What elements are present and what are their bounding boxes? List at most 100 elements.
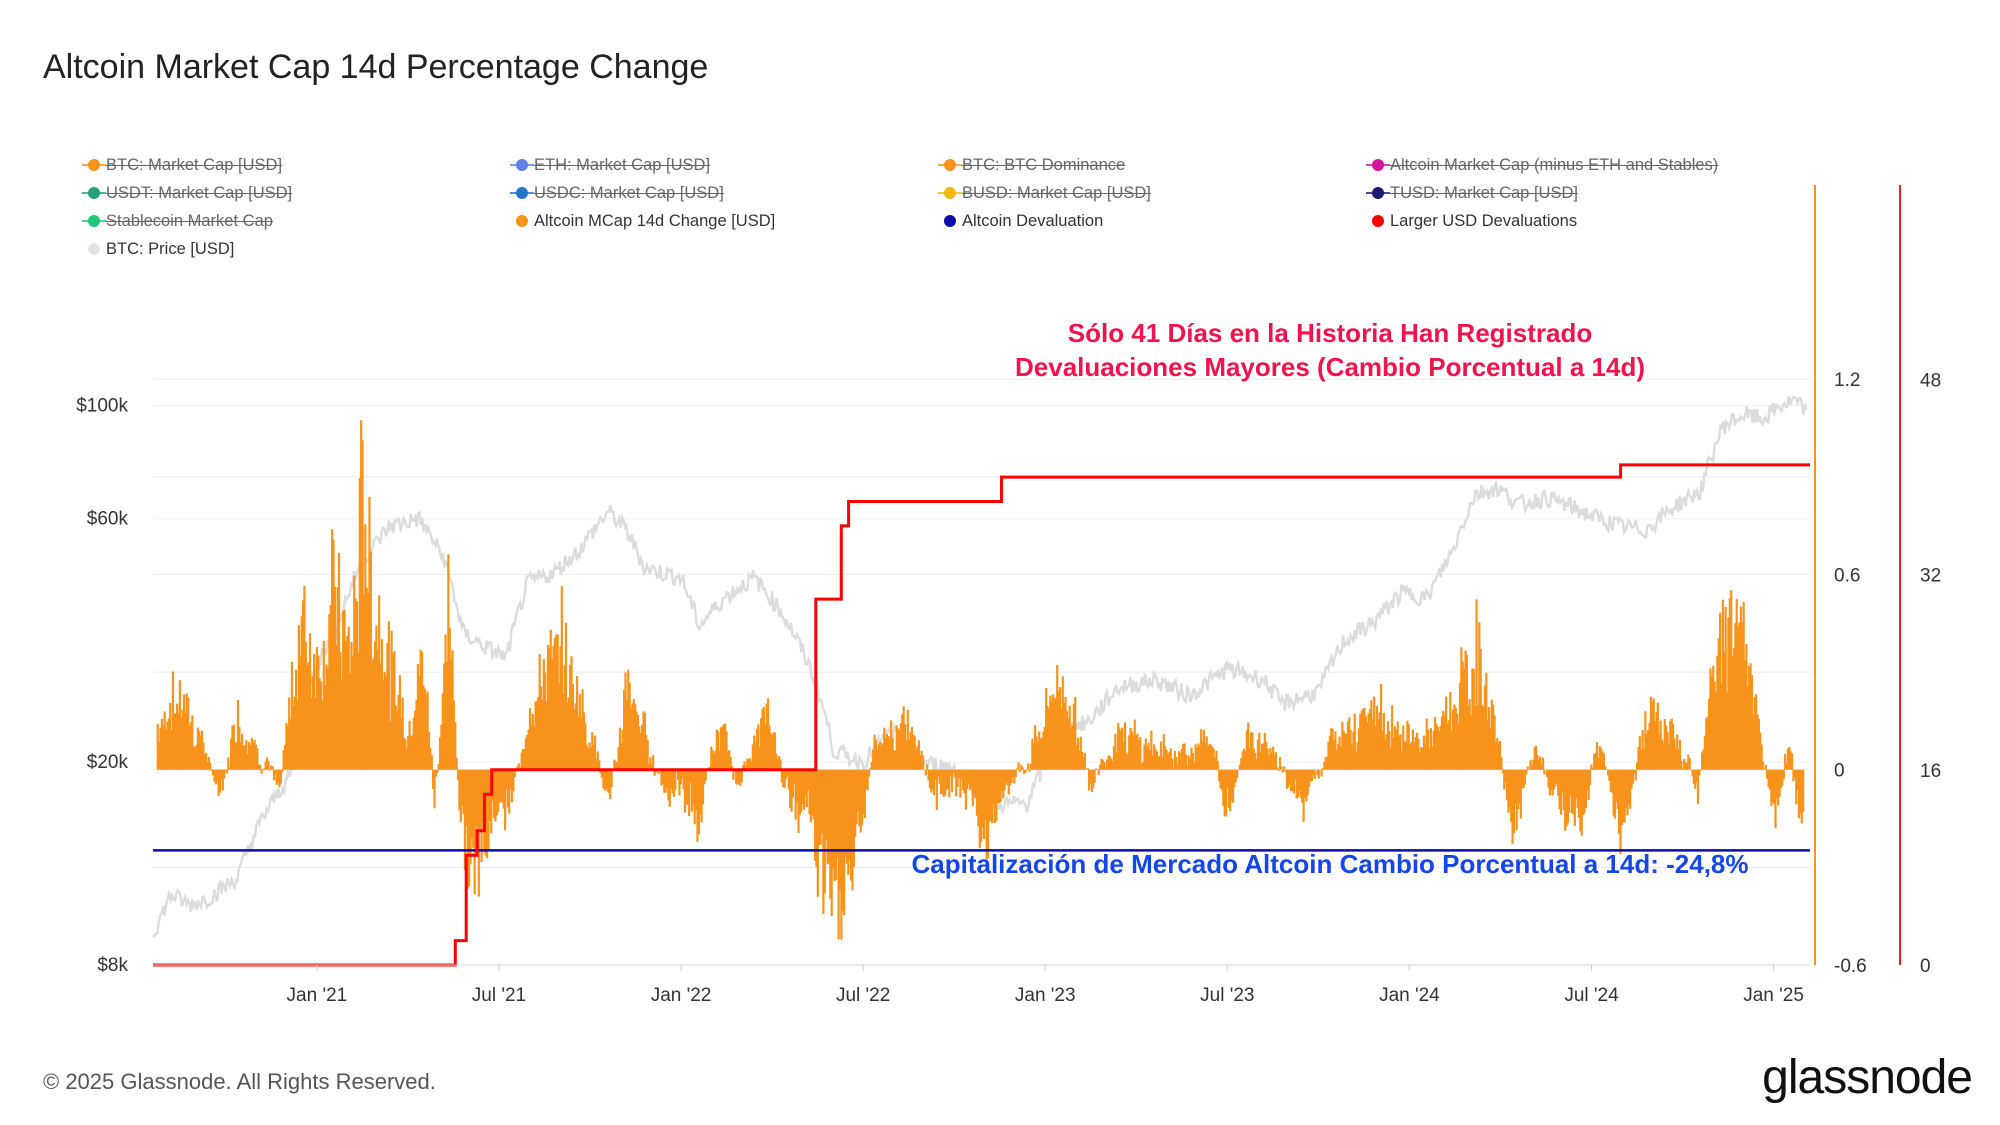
legend-item[interactable]: Altcoin MCap 14d Change [USD] — [516, 210, 944, 232]
bar — [1123, 722, 1127, 770]
bar — [1537, 760, 1540, 770]
bar — [1375, 706, 1379, 770]
bar — [784, 769, 788, 779]
bar — [387, 621, 390, 770]
bar — [1415, 732, 1419, 770]
bar — [1728, 598, 1731, 770]
bar — [699, 769, 702, 815]
bar — [283, 744, 287, 770]
bar — [429, 748, 432, 770]
bar — [941, 769, 944, 795]
bar — [712, 753, 716, 770]
bar — [928, 769, 932, 789]
bar — [1189, 758, 1192, 770]
bar — [1233, 769, 1236, 788]
bar — [1251, 732, 1254, 770]
bar — [1337, 743, 1340, 770]
bar — [477, 769, 480, 897]
right-axis-2-label: 16 — [1920, 761, 1941, 782]
legend-item[interactable]: Larger USD Devaluations — [1372, 210, 1800, 232]
bar — [1302, 769, 1305, 822]
bar — [1569, 769, 1572, 797]
bar — [564, 622, 568, 770]
bar — [393, 651, 396, 770]
legend-item[interactable]: ETH: Market Cap [USD] — [510, 154, 944, 176]
bar — [383, 671, 386, 770]
legend-item[interactable]: Altcoin Devaluation — [944, 210, 1372, 232]
legend-item[interactable]: USDC: Market Cap [USD] — [510, 182, 944, 204]
bar — [1721, 599, 1724, 770]
bar — [1058, 687, 1062, 770]
bar — [1642, 747, 1646, 770]
bar — [1305, 769, 1308, 802]
legend-item[interactable]: USDT: Market Cap [USD] — [82, 182, 516, 204]
bar — [1212, 748, 1215, 770]
legend-item[interactable]: Stablecoin Market Cap — [82, 210, 516, 232]
bar — [1774, 769, 1777, 829]
bar — [1140, 763, 1143, 770]
bar — [1118, 728, 1121, 770]
bar — [274, 769, 277, 775]
bar — [913, 736, 916, 770]
bar — [1165, 749, 1168, 770]
bar — [1504, 769, 1507, 783]
bar — [1396, 721, 1399, 770]
legend-item[interactable]: BTC: Price [USD] — [88, 238, 516, 260]
bar — [1327, 741, 1330, 770]
bar — [575, 676, 579, 770]
bar — [1797, 769, 1801, 819]
bar — [1598, 746, 1601, 770]
legend-item[interactable]: BTC: Market Cap [USD] — [82, 154, 516, 176]
bar — [1391, 705, 1394, 770]
bar — [445, 661, 449, 770]
bar — [751, 744, 754, 770]
bar — [1202, 729, 1206, 770]
bar — [1428, 748, 1431, 770]
bar — [209, 763, 212, 770]
legend-item[interactable]: BUSD: Market Cap [USD] — [938, 182, 1372, 204]
bar — [508, 769, 511, 814]
bar — [757, 724, 760, 770]
bar — [1601, 751, 1604, 770]
bar — [412, 717, 415, 770]
legend-item[interactable]: Altcoin Market Cap (minus ETH and Stable… — [1366, 154, 1800, 176]
bar — [1215, 750, 1218, 770]
legend-dot-icon — [82, 215, 106, 227]
bar — [241, 733, 244, 770]
bar — [1662, 742, 1665, 770]
bar — [1399, 734, 1402, 770]
bar — [1195, 748, 1199, 770]
bar — [1276, 767, 1279, 770]
bar — [1299, 769, 1302, 799]
bar — [1338, 736, 1341, 770]
bar — [1759, 732, 1762, 770]
bar — [1566, 769, 1570, 824]
bar — [279, 769, 283, 784]
legend-item[interactable]: BTC: BTC Dominance — [938, 154, 1372, 176]
bar — [397, 695, 400, 770]
bar — [398, 675, 402, 770]
bar — [451, 650, 454, 770]
bar — [1193, 762, 1196, 770]
bar — [1099, 764, 1102, 770]
bar — [556, 634, 559, 770]
bar — [1720, 684, 1723, 770]
bar — [1278, 756, 1282, 770]
bar — [931, 769, 934, 790]
bar — [1741, 621, 1744, 770]
bar — [1564, 769, 1567, 831]
bar — [1512, 769, 1516, 834]
bar — [694, 769, 698, 810]
bar — [166, 721, 169, 770]
bar — [1439, 725, 1442, 770]
bar — [1079, 736, 1082, 770]
legend-item[interactable]: TUSD: Market Cap [USD] — [1366, 182, 1800, 204]
bar — [1707, 698, 1711, 770]
bar — [1734, 623, 1737, 770]
bar — [1169, 748, 1172, 770]
bar — [674, 769, 677, 790]
bar — [306, 665, 309, 770]
bar — [1552, 769, 1556, 790]
bar — [718, 750, 721, 770]
bar — [1435, 723, 1438, 770]
